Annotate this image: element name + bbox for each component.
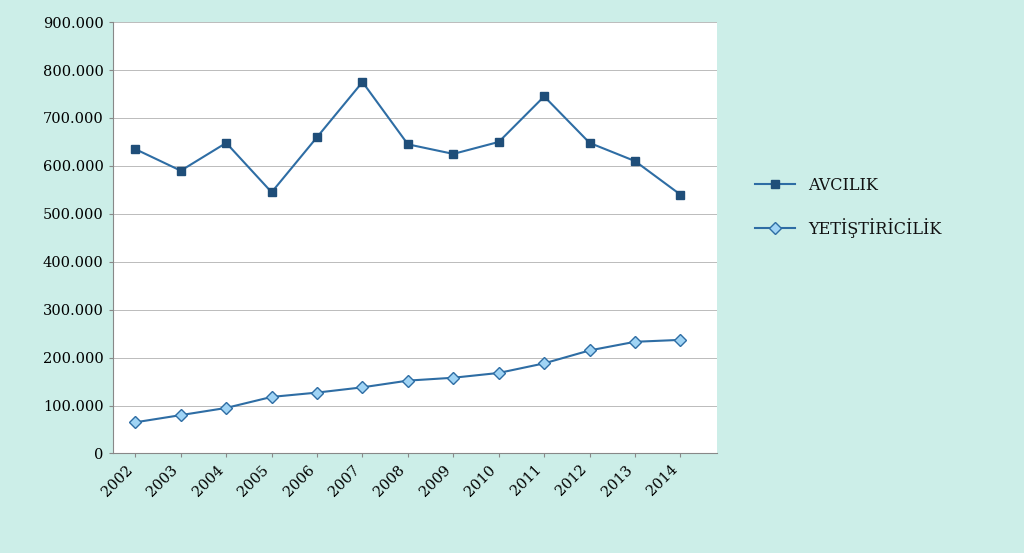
YETİŞTİRİCİLİK [356,384,369,390]
AVCILIK [356,79,369,85]
AVCILIK [401,141,414,148]
YETİŞTİRİCİLİK [175,412,187,419]
AVCILIK [493,139,505,145]
YETİŞTİRİCİLİK [401,377,414,384]
YETİŞTİRİCİLİK [493,369,505,376]
AVCILIK [311,134,324,140]
AVCILIK [584,139,596,146]
YETİŞTİRİCİLİK [538,360,550,367]
Line: YETİŞTİRİCİLİK: YETİŞTİRİCİLİK [131,336,685,426]
AVCILIK [538,93,550,100]
YETİŞTİRİCİLİK [129,419,141,426]
YETİŞTİRİCİLİK [675,337,687,343]
AVCILIK [629,158,641,164]
AVCILIK [447,150,460,157]
YETİŞTİRİCİLİK [584,347,596,354]
YETİŞTİRİCİLİK [629,338,641,345]
AVCILIK [220,139,232,146]
Legend: AVCILIK, YETİŞTİRİCİLİK: AVCILIK, YETİŞTİRİCİLİK [749,171,948,244]
AVCILIK [675,191,687,198]
AVCILIK [175,168,187,174]
Line: AVCILIK: AVCILIK [131,78,685,199]
YETİŞTİRİCİLİK [220,405,232,411]
AVCILIK [265,189,278,196]
YETİŞTİRİCİLİK [447,374,460,381]
YETİŞTİRİCİLİK [311,389,324,396]
AVCILIK [129,146,141,153]
YETİŞTİRİCİLİK [265,394,278,400]
